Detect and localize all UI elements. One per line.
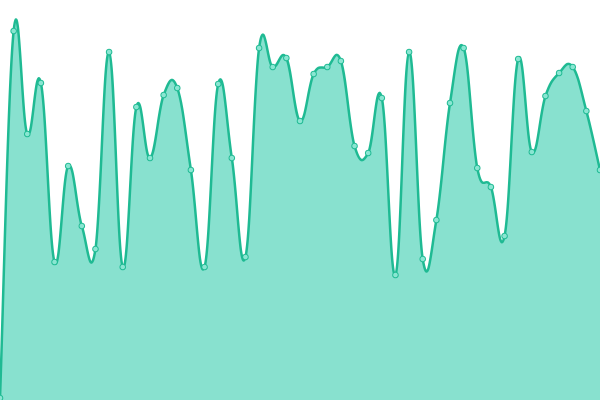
data-point [501,232,508,240]
data-point [323,63,331,71]
data-point [51,258,58,266]
data-point [173,84,181,92]
data-point [64,162,72,170]
data-point [0,394,4,400]
data-point [337,57,345,65]
data-point [392,271,399,279]
data-point [378,94,386,102]
data-point [364,149,372,157]
data-point [214,80,222,88]
data-point [242,253,249,261]
data-point [351,142,358,150]
data-point [596,166,600,174]
data-point [160,91,167,99]
data-point [569,63,577,71]
data-point [419,255,427,263]
data-point [228,154,236,162]
data-point [37,79,45,87]
data-point [405,48,413,56]
area-fill [0,19,600,400]
data-point [514,55,522,63]
data-point [296,117,304,125]
data-point [473,164,481,172]
data-point [528,148,536,156]
data-point [310,70,317,78]
data-point [583,107,590,115]
data-point [146,154,154,162]
data-point [119,263,127,271]
data-point [92,245,99,253]
data-point [542,92,549,100]
data-point [487,183,495,191]
area-line [0,18,600,399]
data-point [10,27,17,35]
data-point [283,54,290,62]
data-point [23,130,31,138]
data-point [255,44,263,52]
data-point [555,69,563,77]
data-point [105,48,113,56]
data-point [433,216,440,224]
data-point [460,44,467,52]
data-point [133,103,140,111]
data-point [187,166,195,174]
data-point [201,263,208,271]
data-point [446,99,454,107]
data-point [78,222,86,230]
data-point [269,63,277,71]
